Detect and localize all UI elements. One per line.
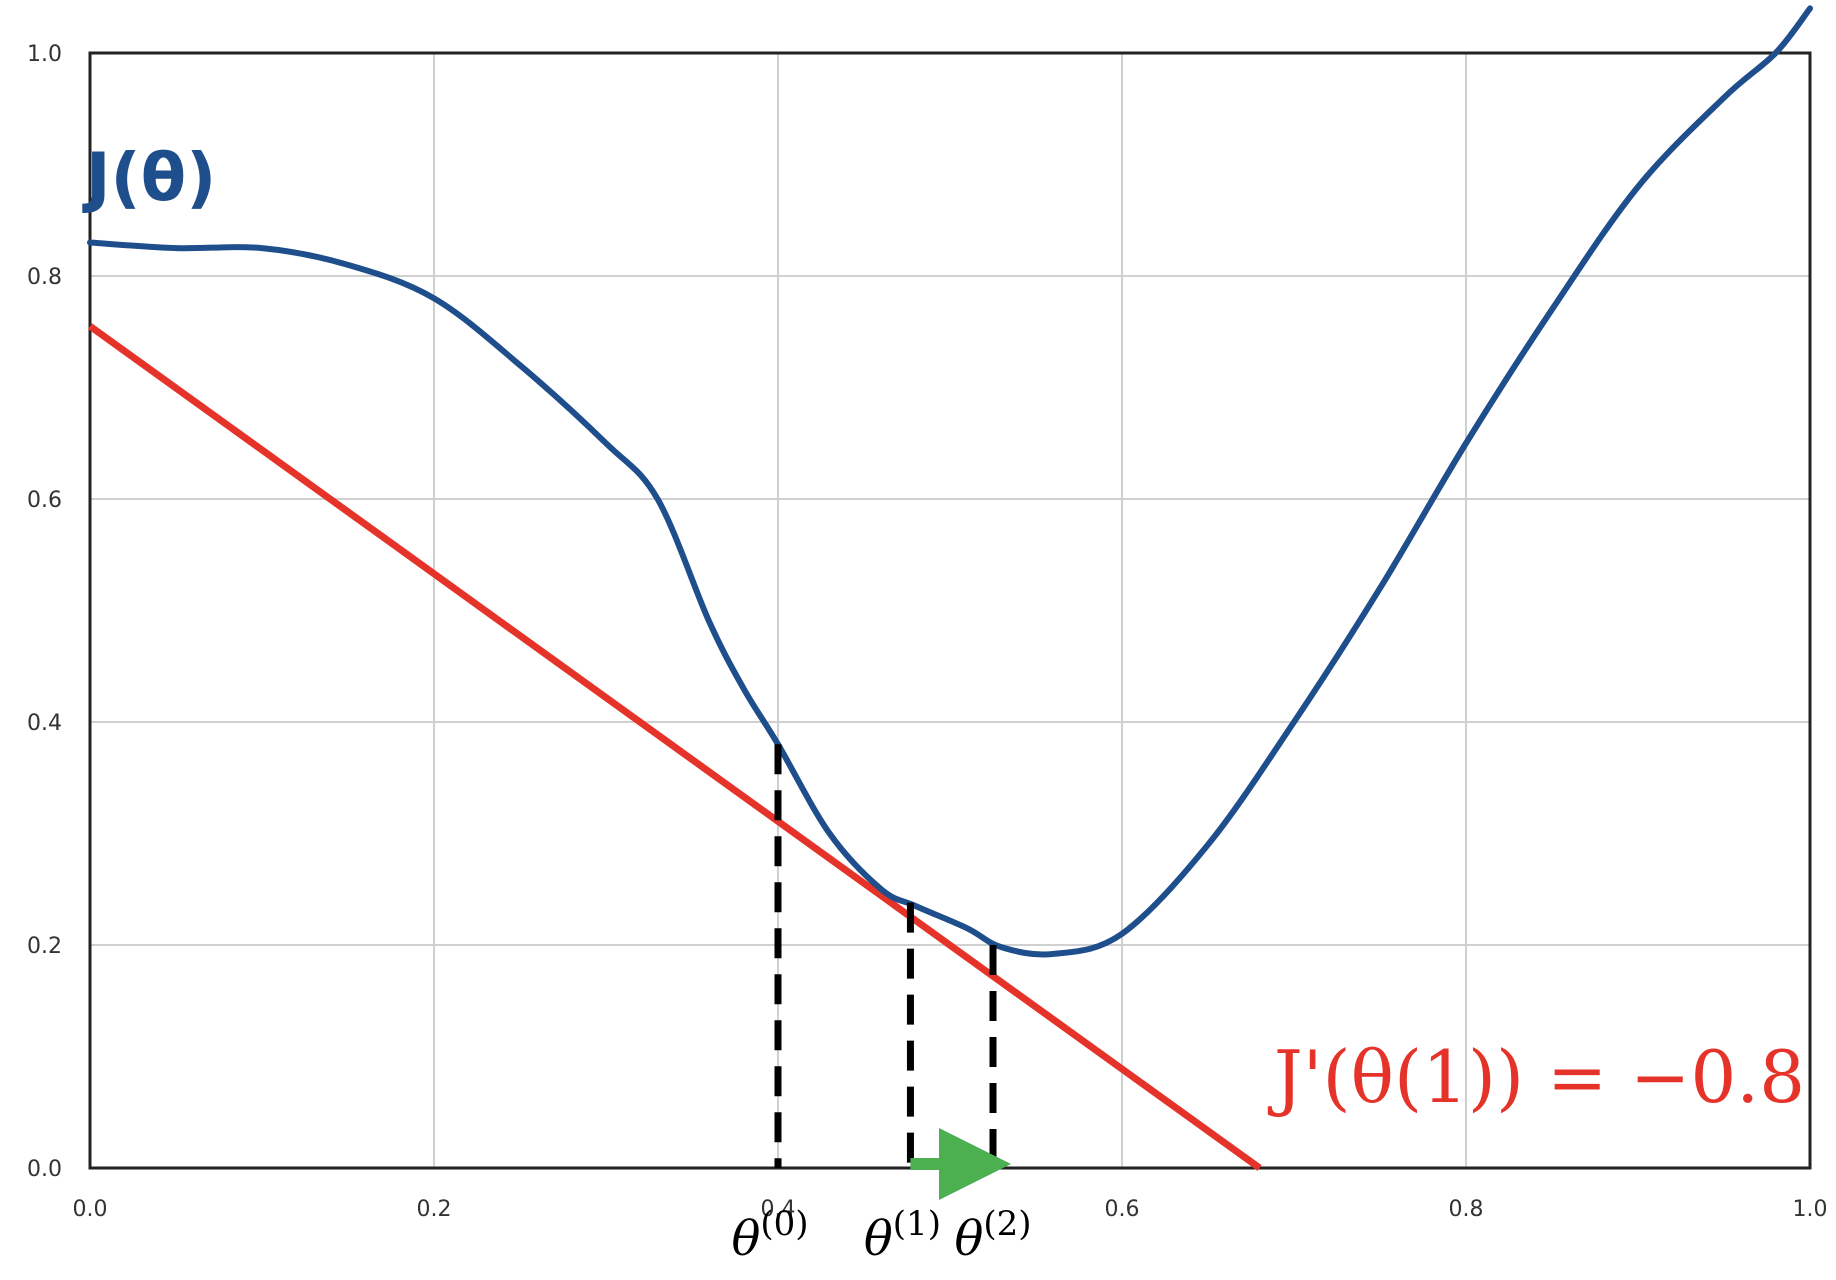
label-layer: θ(0) θ(1) θ(2)J(θ)J'(θ(1)) = −0.8: [82, 139, 1805, 1267]
theta-symbol: θ: [731, 1211, 760, 1267]
tangent-layer: [87, 323, 1262, 1171]
x-tick-label: 0.6: [1105, 1197, 1140, 1222]
y-tick-label: 0.6: [27, 488, 62, 513]
theta-label: θ(0): [731, 1204, 808, 1267]
y-tick-label: 0.2: [27, 934, 62, 959]
y-tick-label: 0.8: [27, 265, 62, 290]
theta-symbol: θ: [864, 1211, 893, 1267]
x-tick-label: 0.0: [73, 1197, 108, 1222]
tangent-line: [87, 323, 1262, 1171]
cost-curve: [87, 5, 1813, 958]
series-label: J(θ): [82, 139, 216, 216]
derivative-annotation: J'(θ(1)) = −0.8: [1267, 1035, 1805, 1119]
x-tick-label: 0.2: [417, 1197, 452, 1222]
y-tick-label: 0.0: [27, 1157, 62, 1182]
plot-frame: [88, 51, 1812, 1170]
theta-superscript: (1): [893, 1204, 941, 1244]
x-tick-label: 0.8: [1449, 1197, 1484, 1222]
y-tick-label: 1.0: [27, 42, 62, 67]
theta-symbol: θ: [954, 1211, 983, 1267]
curve-layer: [87, 5, 1813, 958]
theta-superscript: (0): [760, 1204, 808, 1244]
grid-layer: [89, 52, 1811, 1169]
theta-label: θ(2): [954, 1204, 1031, 1267]
x-tick-label: 0.4: [761, 1197, 796, 1222]
theta-superscript: (2): [983, 1204, 1031, 1244]
theta-label: θ(1): [864, 1204, 941, 1267]
x-tick-label: 1.0: [1793, 1197, 1828, 1222]
y-tick-label: 0.4: [27, 711, 62, 736]
